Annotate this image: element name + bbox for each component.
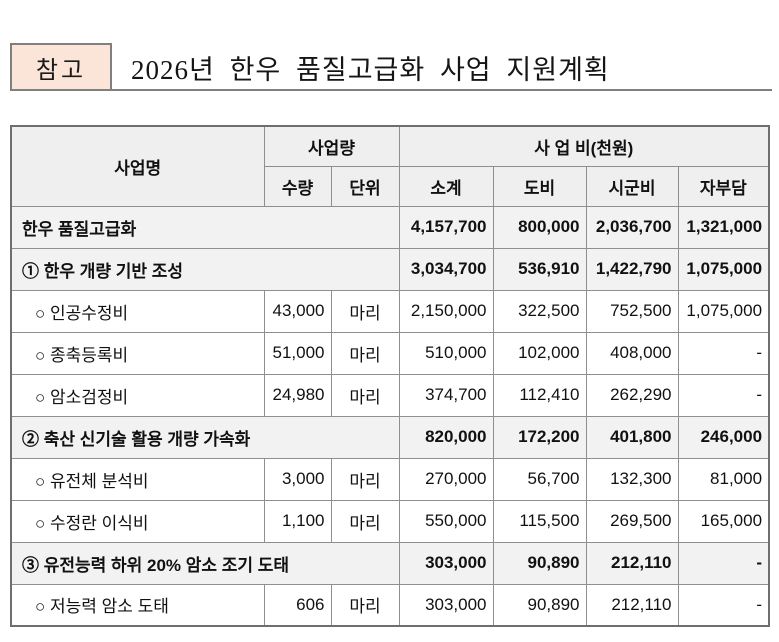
cell-qty: 51,000	[263, 331, 332, 375]
table-row-section-1: ① 한우 개량 기반 조성 3,034,700 536,910 1,422,79…	[10, 247, 770, 291]
cell-project-name: ○ 수정란 이식비	[10, 499, 265, 543]
table-row-item: ○ 종축등록비 51,000 마리 510,000 102,000 408,00…	[10, 331, 770, 375]
support-plan-table: 사업명 사업량 사 업 비(천원) 수량 단위 소계 도비 시군비 자부담 한우…	[10, 125, 771, 627]
cell-self-pay: 246,000	[677, 415, 770, 459]
col-header-subtotal: 소계	[398, 165, 494, 207]
cell-self-pay: -	[677, 583, 770, 627]
cell-subtotal: 550,000	[398, 499, 494, 543]
cell-province: 56,700	[492, 457, 587, 501]
cell-province: 115,500	[492, 499, 587, 543]
cell-qty: 606	[263, 583, 332, 627]
title-underline	[110, 89, 772, 91]
cell-city-county: 1,422,790	[585, 247, 679, 291]
cell-subtotal: 303,000	[398, 541, 494, 585]
cell-city-county: 269,500	[585, 499, 679, 543]
cell-province: 102,000	[492, 331, 587, 375]
cell-province: 322,500	[492, 289, 587, 333]
table-row-total: 한우 품질고급화 4,157,700 800,000 2,036,700 1,3…	[10, 205, 770, 249]
cell-subtotal: 820,000	[398, 415, 494, 459]
cell-self-pay: -	[677, 373, 770, 417]
table-row-item: ○ 암소검정비 24,980 마리 374,700 112,410 262,29…	[10, 373, 770, 417]
cell-project-name: ○ 종축등록비	[10, 331, 265, 375]
table-header: 사업명 사업량 사 업 비(천원) 수량 단위 소계 도비 시군비 자부담	[10, 125, 770, 207]
cell-unit: 마리	[330, 331, 400, 375]
cell-province: 90,890	[492, 583, 587, 627]
col-header-cost-group: 사 업 비(천원)	[398, 125, 770, 167]
cell-province: 112,410	[492, 373, 587, 417]
cell-unit: 마리	[330, 457, 400, 501]
table-row-section-2: ② 축산 신기술 활용 개량 가속화 820,000 172,200 401,8…	[10, 415, 770, 459]
table-row-section-3: ③ 유전능력 하위 20% 암소 조기 도태 303,000 90,890 21…	[10, 541, 770, 585]
cell-unit: 마리	[330, 499, 400, 543]
cell-project-name: 한우 품질고급화	[10, 205, 400, 249]
table-header-row-columns: 수량 단위 소계 도비 시군비 자부담	[11, 165, 770, 207]
cell-subtotal: 303,000	[398, 583, 494, 627]
cell-subtotal: 510,000	[398, 331, 494, 375]
cell-self-pay: -	[677, 331, 770, 375]
cell-subtotal: 2,150,000	[398, 289, 494, 333]
table-row-item: ○ 수정란 이식비 1,100 마리 550,000 115,500 269,5…	[10, 499, 770, 543]
cell-qty: 1,100	[263, 499, 332, 543]
cell-unit: 마리	[330, 373, 400, 417]
cell-city-county: 401,800	[585, 415, 679, 459]
cell-self-pay: 1,321,000	[677, 205, 770, 249]
cell-project-name: ○ 유전체 분석비	[10, 457, 265, 501]
col-header-project-name: 사업명	[10, 125, 265, 207]
cell-city-county: 212,110	[585, 541, 679, 585]
reference-badge: 참고	[10, 43, 112, 91]
table-header-row-groups: 사업명 사업량 사 업 비(천원)	[10, 125, 770, 207]
col-header-unit: 단위	[330, 165, 400, 207]
cell-city-county: 2,036,700	[585, 205, 679, 249]
cell-project-name: ○ 인공수정비	[10, 289, 265, 333]
table-body: 한우 품질고급화 4,157,700 800,000 2,036,700 1,3…	[10, 205, 770, 627]
cell-project-name: ③ 유전능력 하위 20% 암소 조기 도태	[10, 541, 400, 585]
cell-subtotal: 4,157,700	[398, 205, 494, 249]
cell-subtotal: 3,034,700	[398, 247, 494, 291]
col-header-volume-group: 사업량	[263, 125, 400, 167]
cell-city-county: 752,500	[585, 289, 679, 333]
cell-project-name: ② 축산 신기술 활용 개량 가속화	[10, 415, 400, 459]
col-header-self-pay: 자부담	[677, 165, 770, 207]
cell-subtotal: 374,700	[398, 373, 494, 417]
table-row-item: ○ 인공수정비 43,000 마리 2,150,000 322,500 752,…	[10, 289, 770, 333]
cell-city-county: 408,000	[585, 331, 679, 375]
cell-city-county: 132,300	[585, 457, 679, 501]
cell-unit: 마리	[330, 289, 400, 333]
cell-subtotal: 270,000	[398, 457, 494, 501]
cell-self-pay: 81,000	[677, 457, 770, 501]
cell-project-name: ○ 암소검정비	[10, 373, 265, 417]
cell-province: 800,000	[492, 205, 587, 249]
cell-province: 90,890	[492, 541, 587, 585]
col-header-province: 도비	[492, 165, 587, 207]
cell-self-pay: 1,075,000	[677, 247, 770, 291]
cell-province: 172,200	[492, 415, 587, 459]
table-row-item: ○ 유전체 분석비 3,000 마리 270,000 56,700 132,30…	[10, 457, 770, 501]
cell-project-name: ○ 저능력 암소 도태	[10, 583, 265, 627]
cell-unit: 마리	[330, 583, 400, 627]
cell-self-pay: 165,000	[677, 499, 770, 543]
col-header-qty: 수량	[263, 165, 332, 207]
cell-self-pay: 1,075,000	[677, 289, 770, 333]
page-title: 2026년 한우 품질고급화 사업 지원계획	[131, 54, 610, 85]
cell-city-county: 212,110	[585, 583, 679, 627]
cell-qty: 24,980	[263, 373, 332, 417]
cell-self-pay: -	[677, 541, 770, 585]
cell-project-name: ① 한우 개량 기반 조성	[10, 247, 400, 291]
cell-city-county: 262,290	[585, 373, 679, 417]
col-header-city-county: 시군비	[585, 165, 679, 207]
table-row-item: ○ 저능력 암소 도태 606 마리 303,000 90,890 212,11…	[10, 583, 770, 627]
cell-province: 536,910	[492, 247, 587, 291]
cell-qty: 43,000	[263, 289, 332, 333]
cell-qty: 3,000	[263, 457, 332, 501]
